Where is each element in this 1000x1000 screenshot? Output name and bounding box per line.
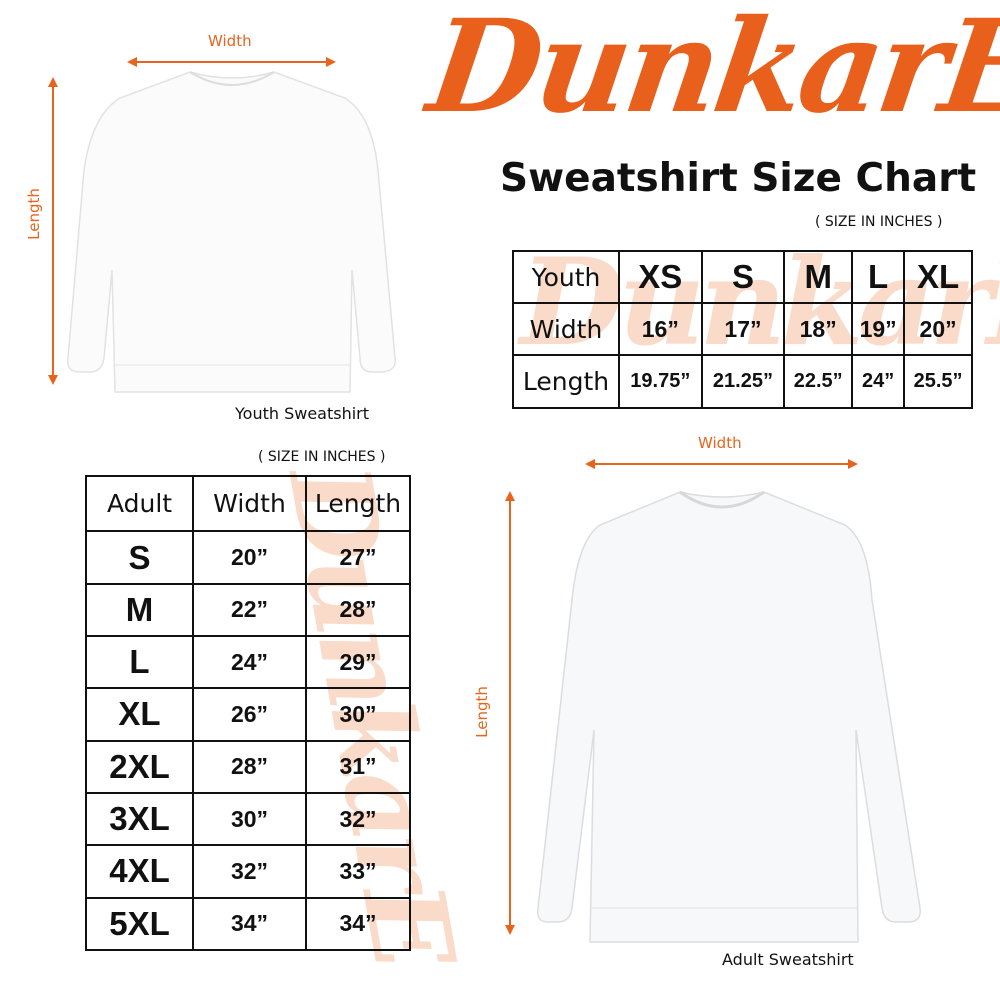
adult-width-label: Width	[698, 434, 742, 452]
youth-length-label: Length	[24, 188, 43, 240]
adult-units-note: ( SIZE IN INCHES )	[258, 449, 386, 465]
table-cell: 32”	[305, 791, 411, 847]
adult-length-label: Length	[472, 686, 491, 738]
youth-size-table: Youth XS S M L XL Width 16” 17” 18” 19” …	[512, 250, 973, 409]
header-cell: M	[783, 250, 854, 304]
table-cell: 26”	[192, 687, 307, 742]
table-cell: 33”	[305, 844, 411, 899]
row-label: S	[85, 530, 194, 585]
table-row: M 22” 28”	[85, 582, 411, 638]
table-cell: 30”	[192, 791, 307, 847]
table-cell: 19”	[851, 302, 906, 356]
table-row: 5XL 34” 34”	[85, 896, 411, 952]
youth-caption: Youth Sweatshirt	[235, 404, 370, 423]
row-label: L	[85, 634, 194, 690]
table-cell: 19.75”	[618, 354, 703, 409]
row-label: XL	[85, 687, 194, 742]
table-cell: 29”	[305, 634, 411, 690]
table-cell: 34”	[192, 896, 307, 952]
table-row: Adult Width Length	[85, 474, 411, 533]
row-label: 4XL	[85, 844, 194, 899]
header-cell: Width	[192, 474, 307, 533]
row-label: 2XL	[85, 739, 194, 794]
row-label: 5XL	[85, 896, 194, 952]
row-label: Width	[512, 302, 620, 356]
brand-logo: DunkarE	[420, 0, 1000, 142]
table-cell: 22.5”	[783, 354, 854, 409]
table-cell: 24”	[851, 354, 906, 409]
adult-size-table: Adult Width Length S 20” 27” M 22” 28” L 24” 29”…	[85, 474, 411, 952]
table-row: 3XL 30” 32”	[85, 791, 411, 847]
table-cell: 20”	[903, 302, 973, 356]
table-cell: 30”	[305, 687, 411, 742]
header-cell: XL	[903, 250, 973, 304]
table-cell: 32”	[192, 844, 307, 899]
table-cell: 24”	[192, 634, 307, 690]
adult-sweatshirt-image	[505, 459, 921, 943]
adult-caption: Adult Sweatshirt	[722, 950, 854, 969]
table-cell: 25.5”	[903, 354, 973, 409]
header-cell: XS	[618, 250, 703, 304]
table-cell: 27”	[305, 530, 411, 585]
table-row: Length 19.75” 21.25” 22.5” 24” 25.5”	[512, 354, 973, 409]
table-cell: 28”	[192, 739, 307, 794]
row-label: Length	[512, 354, 620, 409]
header-cell: Youth	[512, 250, 620, 304]
header-cell: Length	[305, 474, 411, 533]
table-row: Youth XS S M L XL	[512, 250, 973, 304]
table-cell: 34”	[305, 896, 411, 952]
table-row: L 24” 29”	[85, 634, 411, 690]
table-row: 4XL 32” 33”	[85, 844, 411, 899]
table-row: 2XL 28” 31”	[85, 739, 411, 794]
table-cell: 31”	[305, 739, 411, 794]
youth-sweatshirt-image	[48, 57, 396, 393]
header-cell: S	[700, 250, 786, 304]
row-label: 3XL	[85, 791, 194, 847]
table-cell: 21.25”	[700, 354, 786, 409]
table-cell: 16”	[618, 302, 703, 356]
youth-units-note: ( SIZE IN INCHES )	[815, 214, 943, 230]
header-cell: Adult	[85, 474, 194, 533]
table-row: S 20” 27”	[85, 530, 411, 585]
table-row: Width 16” 17” 18” 19” 20”	[512, 302, 973, 356]
table-cell: 28”	[305, 582, 411, 638]
table-row: XL 26” 30”	[85, 687, 411, 742]
row-label: M	[85, 582, 194, 638]
page-title: Sweatshirt Size Chart	[500, 156, 977, 201]
table-cell: 17”	[700, 302, 786, 356]
table-cell: 22”	[192, 582, 307, 638]
youth-width-label: Width	[208, 32, 252, 50]
header-cell: L	[851, 250, 906, 304]
table-cell: 20”	[192, 530, 307, 585]
table-cell: 18”	[783, 302, 854, 356]
